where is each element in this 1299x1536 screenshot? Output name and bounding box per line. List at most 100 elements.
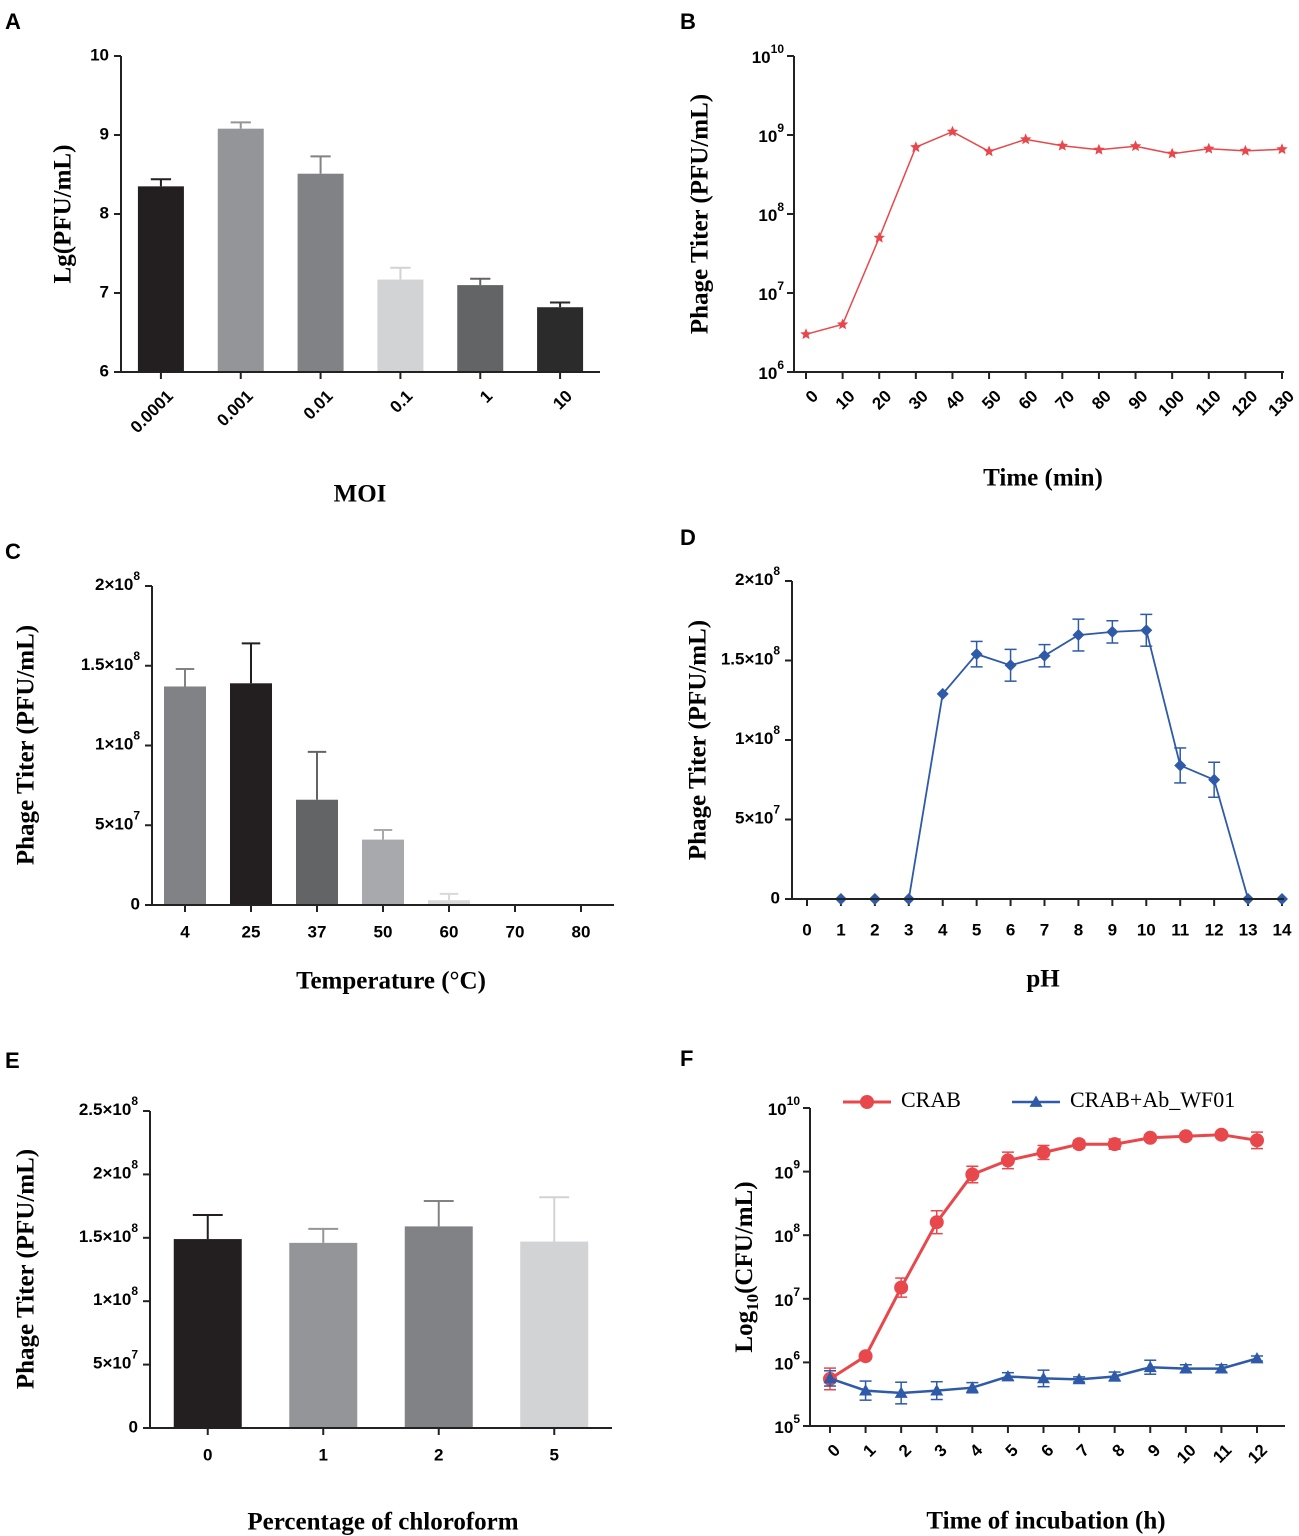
x-tick-label: 40 bbox=[942, 387, 969, 414]
x-tick-label: 8 bbox=[1109, 1441, 1129, 1461]
x-tick-label: 0.01 bbox=[300, 387, 337, 424]
y-tick-label: 5×107 bbox=[93, 1348, 138, 1373]
x-tick-label: 12 bbox=[1244, 1441, 1271, 1468]
data-point bbox=[894, 1280, 909, 1295]
tick-base: 10 bbox=[758, 364, 777, 383]
y-tick-label: 5×107 bbox=[735, 803, 780, 828]
x-axis-title: MOI bbox=[334, 481, 387, 508]
tick-base: 2×10 bbox=[93, 1164, 131, 1183]
y-tick-label: 1.5×108 bbox=[721, 644, 780, 669]
x-tick-label: 0 bbox=[824, 1441, 844, 1461]
bar bbox=[289, 1242, 358, 1428]
y-tick-label: 2.5×108 bbox=[79, 1094, 138, 1119]
series-crab-ab-wf01 bbox=[823, 1352, 1264, 1405]
data-point bbox=[1140, 624, 1153, 637]
panel-c: 4 25 37 50 60 70 8005×1071×1081.5×1082×108CTem… bbox=[5, 539, 614, 995]
tick-base: 10 bbox=[758, 127, 777, 146]
x-tick-label: 1 bbox=[836, 920, 845, 939]
y-axis-title: Phage Titer (PFU/mL) bbox=[687, 94, 714, 334]
y-tick-label: 6 bbox=[100, 361, 109, 380]
tick-base: 1.5×10 bbox=[721, 650, 773, 669]
y-tick-label: 1×108 bbox=[93, 1284, 138, 1309]
x-tick-label: 13 bbox=[1239, 920, 1258, 939]
tick-exponent: 8 bbox=[777, 200, 784, 214]
data-point bbox=[1178, 1129, 1193, 1144]
x-axis-title: Temperature (°C) bbox=[296, 968, 486, 995]
x-tick-label: 120 bbox=[1228, 387, 1261, 420]
tick-base: 10 bbox=[774, 1164, 793, 1183]
x-tick-label: 6 bbox=[1006, 920, 1015, 939]
y-tick-label: 2×108 bbox=[95, 569, 140, 594]
data-point bbox=[836, 318, 849, 330]
x-tick-label: 80 bbox=[1088, 387, 1115, 414]
bar bbox=[537, 307, 584, 372]
tick-base: 1.5×10 bbox=[81, 655, 133, 674]
tick-exponent: 8 bbox=[773, 564, 780, 578]
data-point bbox=[1250, 1352, 1264, 1364]
tick-base: 2×10 bbox=[735, 570, 773, 589]
tick-exponent: 10 bbox=[787, 1094, 801, 1108]
x-axis-title: pH bbox=[1026, 966, 1060, 993]
x-tick-label: 4 bbox=[966, 1440, 987, 1461]
data-point bbox=[1004, 659, 1017, 672]
x-tick-label: 7 bbox=[1073, 1441, 1093, 1461]
panel-letter: D bbox=[680, 525, 696, 550]
x-tick-label: 2 bbox=[870, 920, 879, 939]
y-tick-label: 5×107 bbox=[95, 808, 140, 833]
y-tick-label: 1.5×108 bbox=[79, 1221, 138, 1246]
tick-exponent: 8 bbox=[133, 649, 140, 663]
data-point bbox=[1072, 1372, 1086, 1385]
data-point bbox=[1108, 1370, 1122, 1382]
x-tick-label: 50 bbox=[978, 387, 1005, 414]
y-tick-label: 2×108 bbox=[93, 1158, 138, 1183]
series-line bbox=[805, 130, 1283, 336]
tick-exponent: 7 bbox=[133, 808, 140, 822]
data-point bbox=[929, 1215, 944, 1230]
x-tick-label: 10 bbox=[832, 387, 859, 414]
x-tick-label: 0.1 bbox=[386, 387, 416, 417]
data-point bbox=[1038, 649, 1051, 662]
y-axis-title: Log10(CFU/mL) bbox=[731, 1181, 762, 1352]
x-tick-label: 3 bbox=[931, 1441, 951, 1461]
x-tick-label: 20 bbox=[868, 387, 895, 414]
tick-base: 5×10 bbox=[95, 815, 133, 834]
data-point bbox=[1179, 1362, 1193, 1374]
tick-exponent: 10 bbox=[771, 42, 785, 56]
y-axis-title: Phage Titer (PFU/mL) bbox=[13, 1149, 40, 1389]
y-title-subscript: 10 bbox=[743, 1294, 762, 1311]
x-tick-label: 5 bbox=[550, 1445, 559, 1464]
y-tick-label: 8 bbox=[100, 203, 109, 222]
data-point bbox=[1107, 1137, 1122, 1152]
tick-exponent: 7 bbox=[131, 1348, 138, 1362]
x-tick-label: 30 bbox=[905, 387, 932, 414]
tick-base: 1×10 bbox=[93, 1291, 131, 1310]
data-point bbox=[800, 328, 812, 340]
data-point bbox=[1203, 142, 1215, 154]
x-tick-label: 5 bbox=[1002, 1441, 1022, 1461]
data-point bbox=[965, 1381, 979, 1393]
bar bbox=[377, 279, 424, 372]
y-tick-label: 106 bbox=[758, 358, 784, 383]
x-tick-label: 4 bbox=[180, 922, 190, 941]
x-tick-label: 50 bbox=[374, 922, 393, 941]
y-tick-label: 2×108 bbox=[735, 564, 780, 589]
x-tick-label: 9 bbox=[1108, 920, 1117, 939]
tick-exponent: 8 bbox=[133, 569, 140, 583]
tick-base: 10 bbox=[768, 1100, 787, 1119]
tick-base: 2.5×10 bbox=[79, 1100, 131, 1119]
y-tick-label: 106 bbox=[774, 1349, 800, 1374]
tick-exponent: 8 bbox=[133, 729, 140, 743]
data-point bbox=[1037, 1371, 1050, 1384]
x-tick-label: 70 bbox=[506, 922, 525, 941]
legend-label: CRAB bbox=[901, 1087, 961, 1112]
tick-exponent: 7 bbox=[773, 803, 780, 817]
bar bbox=[428, 900, 470, 905]
x-tick-label: 8 bbox=[1074, 920, 1083, 939]
data-point bbox=[1000, 1153, 1015, 1168]
x-tick-label: 11 bbox=[1171, 920, 1189, 939]
y-title-part: (CFU/mL) bbox=[731, 1181, 758, 1293]
data-point bbox=[936, 687, 949, 700]
x-tick-label: 2 bbox=[434, 1445, 443, 1464]
y-axis-title: Phage Titer (PFU/mL) bbox=[685, 620, 712, 860]
